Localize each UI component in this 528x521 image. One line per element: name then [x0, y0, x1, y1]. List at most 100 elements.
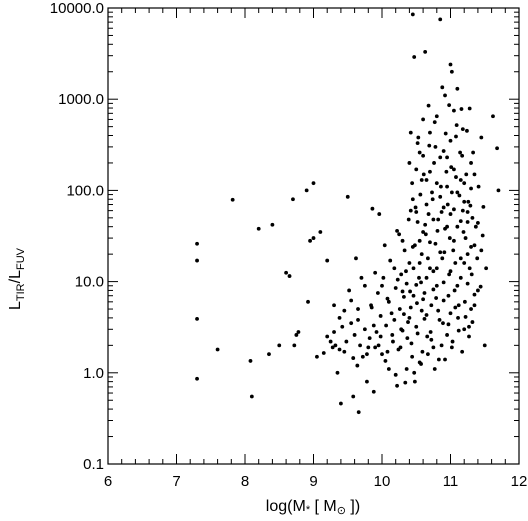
plot-frame	[107, 7, 520, 465]
data-point	[465, 210, 470, 214]
data-point	[399, 327, 404, 332]
x-tick-label: 8	[241, 473, 249, 490]
data-point	[325, 334, 330, 339]
y-axis-title: LTIR/LFUV	[7, 247, 27, 310]
data-point	[445, 224, 449, 229]
data-point	[356, 307, 360, 311]
data-point	[315, 354, 319, 359]
data-point	[366, 345, 371, 350]
data-point	[434, 266, 439, 271]
data-point	[413, 205, 418, 210]
data-point	[460, 127, 465, 132]
x-tick-label: 10	[374, 473, 391, 490]
data-point	[359, 275, 364, 280]
data-point	[452, 108, 456, 113]
data-point	[459, 107, 464, 111]
x-tick-label: 12	[511, 473, 528, 490]
data-point	[419, 362, 423, 366]
data-point	[296, 330, 301, 334]
data-point	[306, 299, 310, 304]
data-point	[409, 341, 414, 346]
data-point	[311, 181, 316, 186]
data-point	[328, 339, 333, 344]
x-tick-label: 11	[443, 473, 459, 490]
data-point	[468, 203, 473, 208]
data-point	[448, 62, 453, 67]
data-point	[395, 228, 399, 233]
data-point	[371, 323, 376, 328]
data-point	[472, 243, 477, 248]
y-tick-label: 10.0	[75, 274, 104, 291]
data-point	[256, 226, 261, 231]
data-point	[420, 349, 425, 354]
data-point	[447, 236, 452, 240]
axis-ticks	[107, 7, 520, 465]
data-point	[438, 250, 443, 255]
x-tick-label: 7	[172, 473, 180, 490]
data-point	[455, 86, 460, 91]
data-point	[373, 270, 378, 275]
data-point	[434, 283, 439, 288]
data-point	[380, 283, 384, 288]
data-point	[373, 345, 378, 350]
data-point	[412, 370, 417, 375]
data-point	[430, 197, 435, 202]
data-point	[445, 333, 449, 337]
data-point	[284, 270, 288, 275]
data-point	[349, 321, 354, 326]
y-title-sep: /	[7, 278, 24, 283]
data-point	[408, 208, 413, 213]
data-point	[455, 283, 460, 288]
data-point	[467, 266, 472, 271]
data-point	[461, 230, 466, 234]
data-point	[412, 55, 417, 59]
data-point	[440, 85, 445, 90]
data-point	[424, 313, 429, 317]
data-point	[195, 258, 199, 263]
data-point	[441, 205, 446, 210]
data-point	[469, 272, 474, 277]
data-point	[431, 345, 436, 350]
data-point	[360, 354, 365, 359]
data-point	[491, 114, 495, 119]
data-point	[441, 280, 446, 285]
data-point	[356, 318, 360, 322]
data-point	[441, 298, 446, 303]
data-point	[415, 141, 420, 146]
y-tick-label: 1.0	[83, 365, 104, 382]
data-point	[404, 281, 409, 286]
data-point	[410, 197, 415, 202]
data-point	[419, 280, 423, 285]
data-point	[397, 307, 402, 311]
x-tick-labels: 6 7 8 9 10 11 12	[104, 473, 528, 490]
data-point	[385, 349, 390, 354]
data-point	[458, 275, 463, 280]
data-point	[424, 275, 429, 280]
data-point	[406, 320, 410, 324]
data-point	[417, 261, 422, 265]
data-point	[386, 299, 391, 304]
data-point	[287, 274, 292, 278]
data-point	[294, 333, 299, 337]
data-points	[195, 12, 501, 415]
data-point	[421, 153, 425, 158]
data-point	[449, 190, 454, 195]
data-point	[462, 261, 467, 265]
data-point	[473, 224, 478, 229]
x-title-sun: ⊙	[337, 505, 346, 517]
data-point	[402, 248, 407, 253]
data-point	[431, 269, 436, 274]
data-point	[410, 181, 415, 186]
data-point	[391, 339, 395, 344]
data-point	[448, 138, 453, 143]
data-point	[358, 343, 362, 348]
data-point	[428, 240, 432, 245]
data-point	[408, 305, 413, 310]
data-point	[443, 93, 447, 98]
data-point	[321, 351, 326, 355]
data-point	[332, 330, 336, 334]
data-point	[432, 367, 437, 371]
data-point	[436, 357, 441, 362]
data-point	[476, 288, 480, 293]
x-tick-label: 6	[104, 473, 112, 490]
